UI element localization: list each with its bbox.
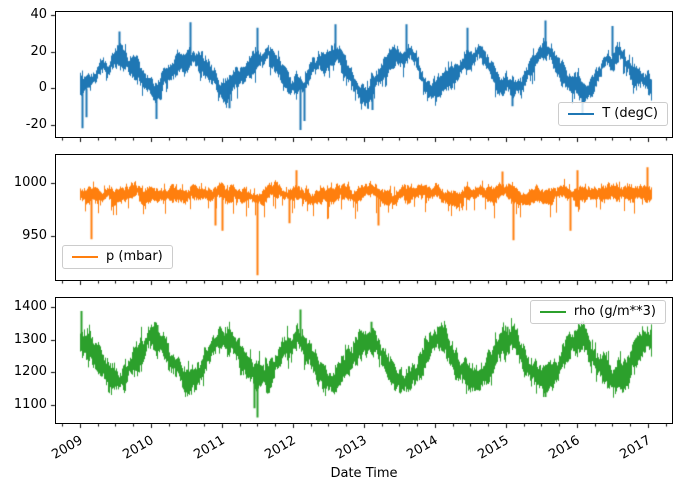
legend-line-temperature-icon [568,112,595,116]
y-tick-label-950: 950 [22,228,47,243]
y-tick-label-20: 20 [30,44,47,59]
y-tick-label-1200: 1200 [13,364,47,379]
y-tick-label--20: -20 [25,117,47,132]
y-tick-label-40: 40 [30,7,47,22]
legend-line-pressure-icon [72,255,98,259]
legend-label-temperature: T (degC) [602,106,658,121]
legend-density: rho (g/m**3) [529,300,666,324]
legend-label-pressure: p (mbar) [106,249,163,264]
subplot-temperature [55,11,673,138]
y-tick-label-1300: 1300 [13,332,47,347]
x-axis-title: Date Time [330,466,398,481]
legend-temperature: T (degC) [558,102,668,126]
subplot-pressure [55,154,673,281]
legend-line-density-icon [539,310,566,314]
legend-label-density: rho (g/m**3) [573,304,656,319]
y-tick-label-1400: 1400 [13,299,47,314]
y-tick-label-1100: 1100 [13,397,47,412]
legend-pressure: p (mbar) [62,245,173,269]
subplot-density [55,297,673,424]
y-tick-label-0: 0 [38,80,47,95]
y-tick-label-1000: 1000 [13,175,47,190]
